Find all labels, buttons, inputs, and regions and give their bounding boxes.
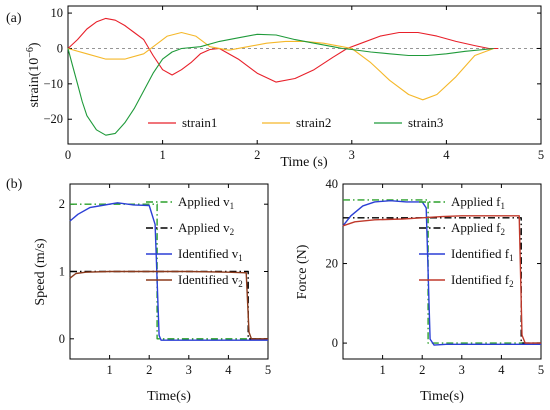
a-series-0: [67, 17, 499, 83]
b1-ytick-label-2: 2: [59, 197, 65, 211]
b2-series-2: [342, 200, 541, 346]
b2-ytick-label-1: 20: [326, 257, 339, 271]
b2-legend-label-0: Applied f1: [451, 194, 505, 211]
b2-legend-label-text-3: Identified f: [451, 272, 510, 287]
b1-legend-label-sub-3: 2: [238, 279, 243, 289]
b2-ytick-label-2: 40: [326, 177, 339, 191]
panel-a-label: (a): [6, 11, 22, 26]
a-xtick-label-4: 4: [443, 148, 450, 162]
b2-legend-label-1: Applied f2: [451, 220, 505, 237]
legend-label-strain2: strain2: [296, 115, 331, 130]
panel-b-force-xlabel: Time(s): [420, 389, 464, 404]
b1-legend-label-text-3: Identified v: [178, 272, 239, 287]
b2-legend-label-text-0: Applied f: [451, 194, 501, 209]
panel-b-speed-series: [69, 202, 268, 341]
b1-xtick-label-4: 5: [265, 363, 271, 377]
a-ytick-label-1: 0: [57, 41, 63, 55]
panel-b-speed-ylabel: Speed (m/s): [33, 238, 48, 306]
panel-a-legend: strain1 strain2 strain3: [148, 115, 443, 130]
a-ytick-label-0: 10: [51, 6, 64, 20]
panel-a-ylabel-exponent: −6: [25, 47, 36, 58]
panel-a-ylabel: strain(10−6): [25, 42, 42, 107]
b2-xtick-label-3: 4: [498, 363, 505, 377]
b2-legend-label-sub-1: 2: [500, 227, 505, 237]
b1-xtick-label-3: 4: [225, 363, 232, 377]
a-series-1: [67, 31, 494, 101]
b2-xtick-label-2: 3: [459, 363, 465, 377]
b1-legend-label-1: Applied v2: [178, 220, 234, 237]
b2-xtick-label-4: 5: [538, 363, 544, 377]
b2-legend-label-2: Identified f1: [451, 246, 514, 263]
b2-series-0: [343, 199, 541, 344]
b1-legend-label-sub-0: 1: [230, 201, 235, 211]
legend-label-strain1: strain1: [182, 115, 217, 130]
b1-legend-label-sub-1: 2: [230, 227, 235, 237]
b1-legend-label-2: Identified v1: [178, 246, 243, 263]
a-ytick-label-3: −20: [43, 112, 63, 126]
b1-xtick-label-1: 2: [146, 363, 152, 377]
b1-legend-label-0: Applied v1: [178, 194, 234, 211]
panel-b-force-frame: [342, 183, 542, 360]
b2-series-3: [342, 215, 541, 344]
b1-xtick-label-2: 3: [186, 363, 192, 377]
b2-legend-label-text-1: Applied f: [451, 220, 501, 235]
panel-a-xlabel: Time (s): [280, 155, 328, 170]
b2-legend-label-sub-3: 2: [509, 279, 514, 289]
b1-ytick-label-1: 1: [59, 265, 65, 279]
b1-series-0: [70, 203, 268, 340]
b1-legend-label-text-0: Applied v: [178, 194, 230, 209]
panel-b-speed: (b) 1 2 3 4 5 0 1 2 Time(s) Speed (m/s) Applied…: [6, 177, 271, 404]
panel-b-force-ticks: 1 2 3 4 5 0 20 40: [326, 177, 545, 377]
a-ytick-label-2: −10: [43, 77, 63, 91]
panel-a-ylabel-close: ): [27, 42, 42, 47]
panel-a-frame: [67, 5, 542, 145]
b2-legend-label-3: Identified f2: [451, 272, 514, 289]
b1-legend-label-3: Identified v2: [178, 272, 243, 289]
b2-legend-label-sub-0: 1: [500, 201, 505, 211]
b1-xtick-label-0: 1: [106, 363, 112, 377]
b2-xtick-label-1: 2: [419, 363, 425, 377]
b1-series-2: [69, 202, 268, 341]
a-xtick-label-5: 5: [538, 148, 544, 162]
b1-ytick-label-0: 0: [59, 332, 65, 346]
a-xtick-label-0: 0: [65, 148, 71, 162]
b1-legend-label-sub-2: 1: [238, 253, 243, 263]
a-series-2: [67, 33, 494, 136]
a-xtick-label-3: 3: [349, 148, 355, 162]
b1-legend-label-text-2: Identified v: [178, 246, 239, 261]
b2-legend-label-text-2: Identified f: [451, 246, 510, 261]
panel-b-speed-xlabel: Time(s): [147, 389, 191, 404]
panel-b-force-ylabel: Force (N): [295, 244, 310, 299]
panel-a-series: [67, 17, 499, 136]
a-xtick-label-2: 2: [254, 148, 260, 162]
panel-a: (a) 0 1 2 3 4 5 10 0 −10 −20 Time (s) strain(10−6…: [6, 5, 544, 170]
panel-b-label: (b): [6, 177, 23, 192]
panel-b-force-series: [342, 199, 541, 346]
b1-legend-label-text-1: Applied v: [178, 220, 230, 235]
panel-a-ylabel-base: strain(10: [27, 58, 42, 108]
b2-ytick-label-0: 0: [332, 336, 338, 350]
b1-series-3: [69, 270, 268, 340]
panel-b-speed-ticks: 1 2 3 4 5 0 1 2: [59, 184, 271, 377]
a-xtick-label-1: 1: [159, 148, 165, 162]
b2-legend-label-sub-2: 1: [509, 253, 514, 263]
panel-a-ticks: 0 1 2 3 4 5 10 0 −10 −20: [43, 6, 544, 162]
b2-xtick-label-0: 1: [379, 363, 385, 377]
legend-label-strain3: strain3: [408, 115, 443, 130]
